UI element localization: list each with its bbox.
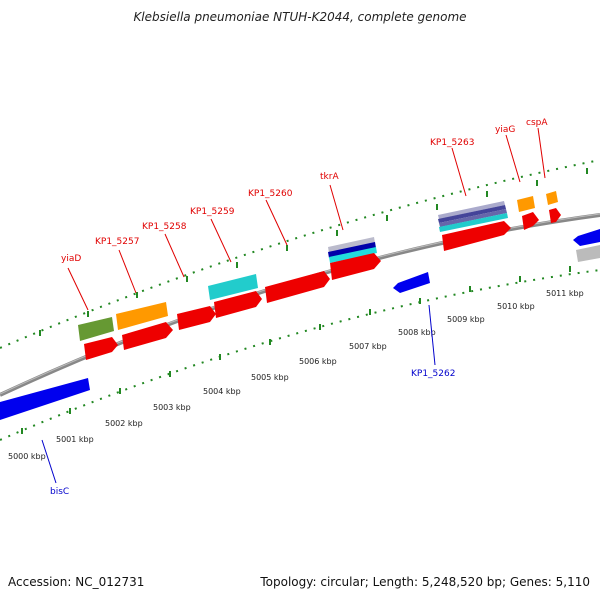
label-leaders-blue (41, 304, 436, 484)
scale-label: 5002 kbp (105, 419, 143, 428)
genome-summary: Topology: circular; Length: 5,248,520 bp… (260, 575, 590, 589)
forward-major-ticks (39, 168, 588, 336)
reverse-genes (0, 229, 600, 420)
scale-label: 5006 kbp (299, 357, 337, 366)
scale-label: 5007 kbp (349, 342, 387, 351)
reverse-major-ticks (21, 266, 571, 434)
reverse-track (0, 269, 600, 441)
accession-text: Accession: NC_012731 (8, 575, 145, 589)
gene-red-1[interactable] (84, 337, 118, 360)
forward-genes (78, 191, 561, 360)
scale-label: 5011 kbp (546, 289, 584, 298)
scale-label: 5005 kbp (251, 373, 289, 382)
label-KP1_5257: KP1_5257 (95, 237, 139, 247)
gene-bisC[interactable] (0, 378, 90, 420)
scale-label: 5009 kbp (447, 315, 485, 324)
label-yiaG: yiaG (495, 125, 515, 135)
forward-track (0, 159, 600, 349)
gene-KP1_5263[interactable] (438, 201, 511, 251)
label-bisC: bisC (50, 487, 69, 497)
gene-red-2[interactable] (122, 322, 173, 350)
gene-KP1_5260[interactable] (265, 271, 330, 303)
label-cspA: cspA (526, 118, 548, 128)
genome-title: Klebsiella pneumoniae NTUH-K2044, comple… (133, 10, 467, 24)
scale-labels: 5000 kbp 5001 kbp 5002 kbp 5003 kbp 5004… (8, 289, 584, 461)
gene-cspA[interactable] (546, 191, 558, 205)
gene-labels: yiaD KP1_5257 KP1_5258 KP1_5259 KP1_5260… (50, 118, 548, 497)
gene-KP1_5259[interactable] (208, 274, 258, 300)
gene-yiaG[interactable] (517, 196, 535, 212)
gene-red-cspA[interactable] (549, 208, 561, 223)
scale-label: 5000 kbp (8, 452, 46, 461)
scale-label: 5004 kbp (203, 387, 241, 396)
label-KP1_5262: KP1_5262 (411, 369, 455, 379)
label-KP1_5258: KP1_5258 (142, 222, 187, 232)
gene-grey-right[interactable] (576, 245, 600, 262)
scale-label: 5010 kbp (497, 302, 535, 311)
label-leaders-red (67, 127, 546, 311)
scale-label: 5003 kbp (153, 403, 191, 412)
gene-KP1_5257[interactable] (116, 302, 168, 330)
scale-label: 5008 kbp (398, 328, 436, 337)
scale-label: 5001 kbp (56, 435, 94, 444)
label-KP1_5263: KP1_5263 (430, 138, 474, 148)
gene-red-3[interactable] (214, 291, 262, 318)
gene-reverse-right[interactable] (573, 229, 600, 246)
gene-KP1_5262[interactable] (393, 272, 430, 293)
gene-KP1_5258[interactable] (177, 306, 216, 330)
label-yiaD: yiaD (61, 254, 81, 264)
label-KP1_5259: KP1_5259 (190, 207, 235, 217)
label-KP1_5260: KP1_5260 (248, 189, 293, 199)
gene-yiaD[interactable] (78, 317, 114, 341)
gene-tkrA[interactable] (328, 237, 381, 280)
gene-red-yiaG[interactable] (522, 212, 539, 230)
label-tkrA: tkrA (320, 172, 339, 182)
